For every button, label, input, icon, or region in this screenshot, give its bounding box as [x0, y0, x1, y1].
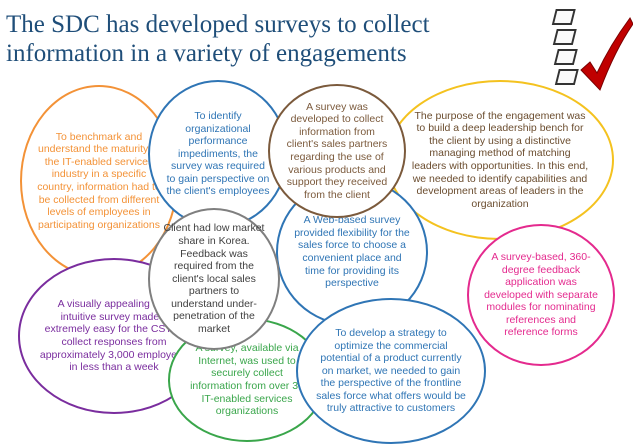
- bubble-internet-text: A survey, available via Internet, was us…: [190, 342, 304, 418]
- bubble-korea-text: Client had low market share in Korea. Fe…: [163, 222, 265, 336]
- bubble-impediments-text: To identify organizational performance i…: [166, 109, 270, 198]
- bubble-sales-partners: A survey was developed to collect inform…: [268, 84, 406, 218]
- bubble-leadership: The purpose of the engagement was to bui…: [386, 80, 614, 240]
- bubble-commercial: To develop a strategy to optimize the co…: [296, 298, 486, 444]
- bubble-web-survey-text: A Web-based survey provided flexibility …: [294, 214, 410, 290]
- bubble-leadership-text: The purpose of the engagement was to bui…: [411, 109, 589, 210]
- title-line-1: The SDC has developed surveys to collect: [6, 11, 430, 38]
- title-line-2: information in a variety of engagements: [6, 40, 407, 67]
- bubble-feedback-360: A survey-based, 360-degree feedback appl…: [467, 224, 615, 366]
- bubble-impediments: To identify organizational performance i…: [148, 80, 288, 228]
- checklist-icon: [551, 9, 633, 91]
- bubble-feedback-360-text: A survey-based, 360-degree feedback appl…: [484, 250, 598, 339]
- bubble-sales-partners-text: A survey was developed to collect inform…: [286, 100, 388, 201]
- bubble-benchmark: To benchmark and understand the maturity…: [20, 85, 178, 277]
- bubble-benchmark-text: To benchmark and understand the maturity…: [37, 130, 161, 231]
- bubble-intuitive-text: A visually appealing and intuitive surve…: [39, 298, 189, 374]
- bubble-commercial-text: To develop a strategy to optimize the co…: [316, 326, 466, 415]
- page-title: The SDC has developed surveys to collect…: [6, 10, 436, 68]
- bubble-korea: Client had low market share in Korea. Fe…: [148, 208, 280, 350]
